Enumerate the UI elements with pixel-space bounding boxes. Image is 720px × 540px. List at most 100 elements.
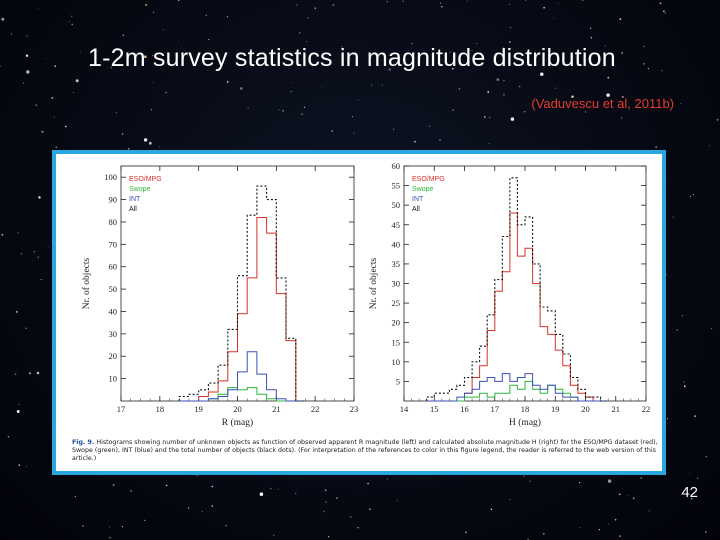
histogram-figure: 17 18 19 20 21 22 23 10 20 30 40 50 60 70 80 90 100 R (ma… (81, 161, 651, 428)
x-tick-label: 21 (612, 404, 621, 414)
star (607, 479, 612, 483)
star (655, 146, 657, 148)
star (25, 327, 27, 329)
x-tick-label: 22 (642, 404, 651, 414)
star (321, 86, 322, 88)
star (449, 51, 451, 53)
star (606, 93, 610, 97)
star (299, 32, 301, 34)
star (1, 233, 4, 236)
star (225, 525, 227, 527)
star (247, 107, 249, 109)
x-tick-label: 21 (272, 404, 281, 414)
x-tick-label: 14 (400, 404, 409, 414)
star (226, 81, 229, 83)
star (542, 532, 545, 535)
star (367, 482, 369, 485)
star (579, 526, 581, 529)
star (441, 5, 443, 8)
star (37, 256, 39, 258)
x-tick-label: 23 (350, 404, 359, 414)
star (328, 52, 331, 55)
star (388, 68, 392, 71)
star (296, 4, 298, 6)
star (428, 125, 430, 127)
star (307, 17, 309, 19)
histogram-series-swope-2 (426, 380, 609, 402)
star (115, 112, 117, 114)
star (71, 15, 73, 17)
star (7, 436, 10, 438)
star (152, 11, 155, 13)
star (553, 17, 555, 19)
plot-frame-1 (120, 165, 355, 402)
star (282, 110, 284, 112)
citation: (Vaduvescu et al, 2011b) (531, 96, 674, 111)
star (277, 488, 279, 490)
star (619, 18, 622, 20)
legend-entry-all: All (412, 206, 420, 213)
star (386, 478, 388, 480)
star (130, 490, 132, 492)
star (36, 371, 40, 375)
star (306, 41, 307, 42)
x-tick-label: 19 (194, 404, 203, 414)
star (621, 117, 623, 119)
star (82, 525, 84, 527)
star (162, 29, 164, 31)
star (465, 531, 467, 534)
y-tick-label: 10 (109, 374, 118, 384)
star (710, 327, 713, 330)
star (331, 130, 333, 132)
star (211, 485, 214, 488)
star (26, 70, 30, 74)
legend-entry-int: INT (129, 196, 141, 203)
star (152, 82, 154, 84)
star (357, 99, 359, 101)
y-tick-label: 60 (392, 161, 401, 171)
star (226, 16, 229, 18)
star (64, 125, 67, 128)
y-tick-label: 35 (392, 259, 401, 269)
star (618, 493, 621, 496)
star (332, 4, 335, 6)
slide-title: 1-2m survey statistics in magnitude dist… (88, 44, 616, 72)
star (109, 536, 111, 539)
star (689, 473, 691, 474)
star (579, 482, 581, 484)
star (558, 2, 559, 4)
star (598, 528, 601, 531)
star (627, 495, 629, 497)
star (581, 0, 584, 1)
star (683, 380, 685, 383)
star (51, 96, 54, 99)
star (349, 516, 352, 518)
y-axis-label: Nr. of objects (368, 257, 379, 309)
star (440, 2, 442, 4)
y-tick-label: 30 (392, 279, 401, 289)
legend-entry-swope: Swope (129, 186, 151, 193)
star (665, 274, 667, 276)
histogram-series-int-1 (179, 351, 306, 402)
star (278, 109, 280, 111)
legend-entry-int: INT (412, 196, 424, 203)
star (121, 133, 124, 135)
star (201, 510, 203, 512)
star (386, 1, 388, 3)
figure-caption-label: Fig. 9. (72, 439, 95, 446)
star (75, 79, 79, 83)
star (508, 3, 510, 5)
star (667, 418, 669, 420)
y-tick-label: 60 (109, 262, 118, 272)
star (178, 40, 180, 42)
star (196, 475, 198, 477)
star (619, 535, 622, 537)
legend-entry-eso: ESO/MPG (412, 176, 445, 183)
star (716, 119, 719, 121)
star (40, 279, 42, 280)
star (303, 106, 305, 108)
star (692, 193, 694, 195)
star (0, 65, 2, 67)
star (122, 34, 125, 37)
star (458, 87, 461, 90)
